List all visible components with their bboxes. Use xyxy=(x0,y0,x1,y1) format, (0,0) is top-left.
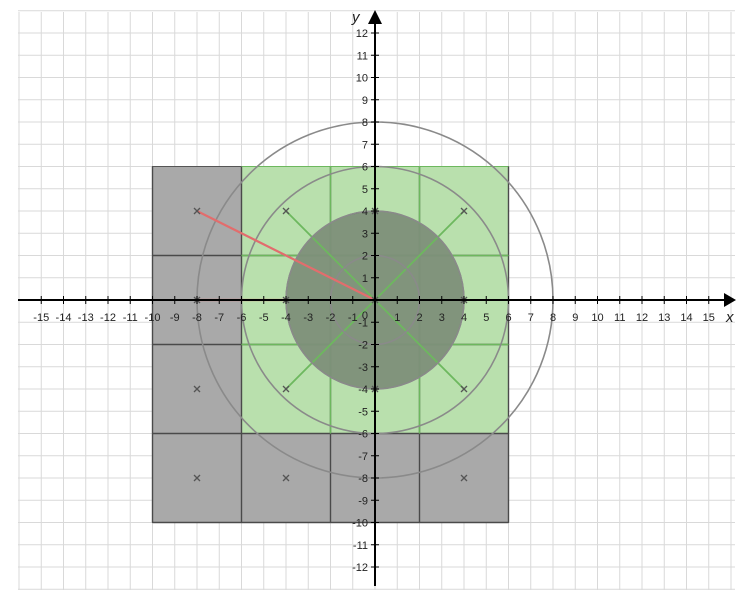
point-stroke xyxy=(282,474,290,482)
y-tick-label: -6 xyxy=(358,429,368,441)
point-stroke xyxy=(282,207,290,215)
y-tick-label: -10 xyxy=(352,518,368,530)
x-tick-label: -10 xyxy=(145,312,161,324)
point-stroke xyxy=(193,385,201,393)
point-marker xyxy=(193,207,201,215)
x-tick-label: -8 xyxy=(192,312,202,324)
y-tick-label: 3 xyxy=(362,228,368,240)
x-tick-label: 13 xyxy=(658,312,670,324)
y-tick-label: -9 xyxy=(358,495,368,507)
y-tick-label: -5 xyxy=(358,406,368,418)
x-tick-label: 14 xyxy=(680,312,692,324)
y-tick-label: -1 xyxy=(358,317,368,329)
x-tick-label: -5 xyxy=(259,312,269,324)
y-tick-label: -2 xyxy=(358,340,368,352)
point-stroke xyxy=(460,474,468,482)
y-tick-label: 11 xyxy=(357,50,368,62)
x-tick-label: -13 xyxy=(78,312,94,324)
y-tick-label: 6 xyxy=(362,162,368,174)
x-tick-label: 9 xyxy=(572,312,578,324)
x-tick-label: 2 xyxy=(416,312,422,324)
y-tick-label: -8 xyxy=(358,473,368,485)
x-tick-label: -1 xyxy=(348,312,358,324)
x-tick-label: -6 xyxy=(237,312,247,324)
y-tick-label: 8 xyxy=(362,117,368,129)
origin-label: 0 xyxy=(362,310,368,322)
point-marker xyxy=(460,474,468,482)
y-tick-label: 9 xyxy=(362,95,368,107)
x-tick-label: 3 xyxy=(439,312,445,324)
point-marker xyxy=(193,474,201,482)
point-stroke xyxy=(193,207,201,215)
y-tick-label: 1 xyxy=(362,273,368,285)
x-tick-label: 15 xyxy=(703,312,715,324)
y-axis-arrow xyxy=(368,10,382,24)
x-axis-arrow xyxy=(724,293,736,307)
y-tick-label: 5 xyxy=(362,184,368,196)
point-marker xyxy=(193,385,201,393)
y-tick-label: -4 xyxy=(358,384,368,396)
y-tick-label: 2 xyxy=(362,251,368,263)
x-tick-label: 10 xyxy=(591,312,603,324)
x-tick-label: 7 xyxy=(528,312,534,324)
x-tick-label: 8 xyxy=(550,312,556,324)
point-stroke xyxy=(460,385,468,393)
point-marker xyxy=(460,207,468,215)
x-tick-label: -11 xyxy=(123,312,138,324)
x-tick-label: -12 xyxy=(100,312,116,324)
y-tick-label: 7 xyxy=(362,139,368,151)
y-tick-label: -3 xyxy=(358,362,368,374)
x-axis-title: x xyxy=(725,309,734,326)
y-tick-label: 12 xyxy=(356,28,368,40)
axes: -15 -14 -13 -12 -11 -10 -9 -8 -7 -6 -5 -4 -3 -2 -1 1 2 3 4… xyxy=(18,10,736,586)
x-tick-label: 12 xyxy=(636,312,648,324)
x-tick-label: -3 xyxy=(303,312,313,324)
x-tick-label: -15 xyxy=(33,312,49,324)
point-stroke xyxy=(193,474,201,482)
y-tick-label: -7 xyxy=(358,451,368,463)
x-tick-label: 6 xyxy=(505,312,511,324)
red-segment xyxy=(196,210,376,301)
y-tick-label: 10 xyxy=(356,73,368,85)
point-marker xyxy=(282,207,290,215)
y-tick-label: 4 xyxy=(362,206,368,218)
x-tick-label: -9 xyxy=(170,312,180,324)
x-tick-label: 4 xyxy=(461,312,467,324)
x-tick-label: -2 xyxy=(326,312,336,324)
x-tick-label: 1 xyxy=(394,312,400,324)
x-tick-label: -7 xyxy=(214,312,224,324)
point-marker xyxy=(282,385,290,393)
y-tick-label: -12 xyxy=(352,562,368,574)
point-marker xyxy=(282,474,290,482)
y-tick-label: -11 xyxy=(353,540,368,552)
x-tick-label: -4 xyxy=(281,312,291,324)
x-tick-label: -14 xyxy=(56,312,72,324)
x-tick-label: 5 xyxy=(483,312,489,324)
point-marker xyxy=(460,385,468,393)
point-stroke xyxy=(282,385,290,393)
y-axis-title: y xyxy=(351,9,361,26)
point-stroke xyxy=(460,207,468,215)
x-tick-label: 11 xyxy=(614,312,625,324)
